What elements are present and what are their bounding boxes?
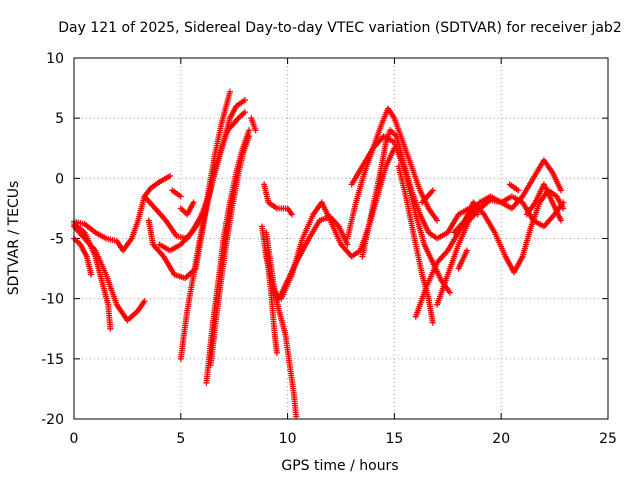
axis-ticks: 0 5 10 15 20 25 -20 -15 -10 -5 0 5 10 [41,51,617,447]
series-track-29 [506,181,522,194]
plot-frame [73,57,609,420]
x-axis-label: GPS time / hours [281,458,398,474]
series-track-24 [434,157,565,308]
series-track-8 [169,187,184,200]
x-tick-label: 5 [176,431,185,447]
series-track-21 [348,133,453,296]
x-tick-label: 15 [385,431,403,447]
series-track-14 [261,181,295,218]
y-axis-label: SDTVAR / TECUs [6,181,22,296]
y-tick-label: 10 [46,51,64,67]
series-track-12 [177,199,197,218]
series-track-27 [455,247,471,272]
x-tick-label: 25 [599,431,617,447]
x-tick-label: 20 [492,431,510,447]
x-tick-label: 10 [279,431,297,447]
series-track-4 [71,221,114,332]
series-track-25 [419,187,436,206]
y-tick-label: -15 [41,352,64,368]
y-tick-label: -10 [41,292,64,308]
series-track-11 [207,133,253,368]
series-track-17 [263,247,280,356]
data-points [71,88,567,420]
series-track-13 [248,115,259,134]
y-tick-label: -5 [50,232,64,248]
y-tick-label: 0 [55,171,64,187]
series-track-7 [156,211,206,254]
series-track-9 [177,109,248,362]
y-tick-label: 5 [55,111,64,127]
series-track-30 [523,181,565,224]
chart-title: Day 121 of 2025, Sidereal Day-to-day VTE… [58,20,621,36]
x-tick-label: 0 [70,431,79,447]
series-track-22 [395,163,436,326]
series-track-2 [71,223,148,324]
y-tick-label: -20 [41,412,64,428]
series-track-3 [71,235,95,278]
